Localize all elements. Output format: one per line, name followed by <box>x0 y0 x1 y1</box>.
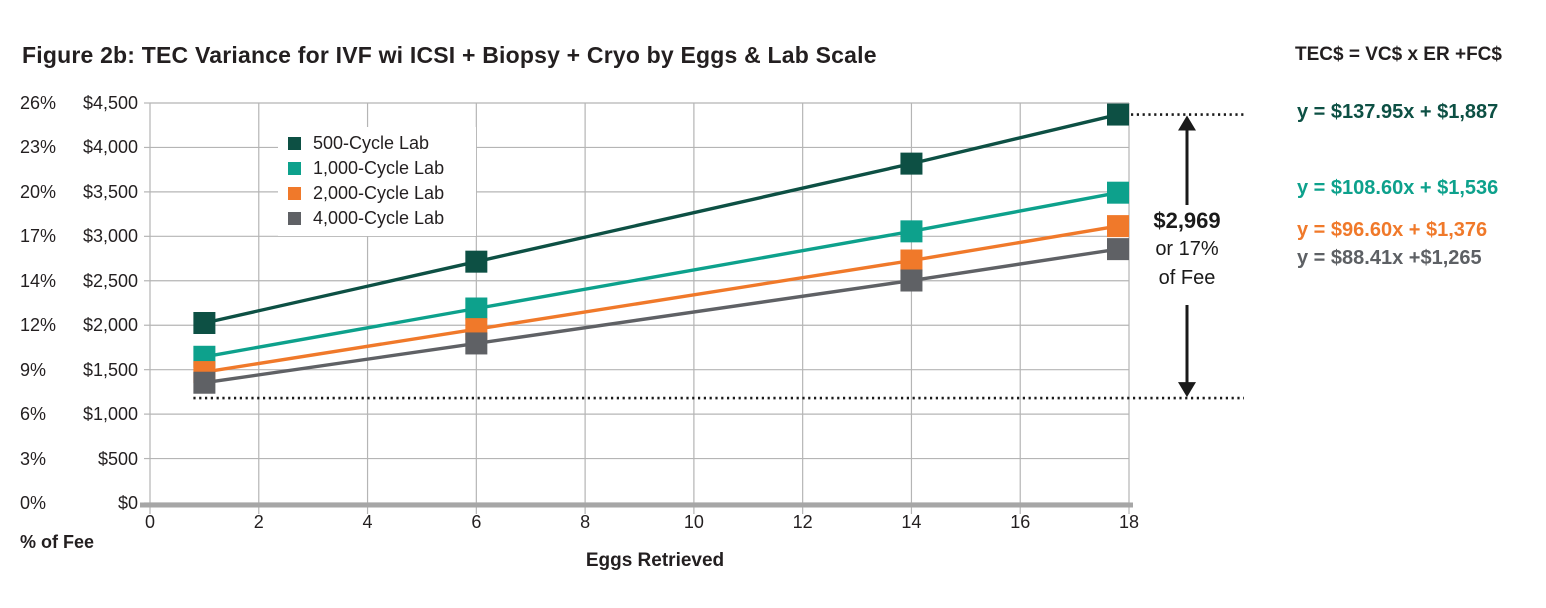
y-axis-tick-row: 3% $500 <box>0 448 140 470</box>
variance-amount: $2,969 <box>1153 208 1221 233</box>
tec-formula: TEC$ = VC$ x ER +FC$ <box>1295 44 1502 65</box>
equation-4000-cycle: y = $88.41x +$1,265 <box>1297 247 1482 269</box>
usd-tick-label: $500 <box>97 448 138 469</box>
y-axis-tick-row: 9% $1,500 <box>0 359 140 381</box>
usd-tick-label: $2,500 <box>82 270 138 291</box>
legend-item-500-cycle: 500-Cycle Lab <box>288 131 476 155</box>
y-axis-tick-row: 12% $2,000 <box>0 314 140 336</box>
usd-tick-label: $3,500 <box>82 181 138 202</box>
y-axis-tick-row: 23% $4,000 <box>0 136 140 158</box>
pct-tick-label: 14% <box>20 270 57 291</box>
usd-tick-label: $2,000 <box>82 315 138 336</box>
usd-tick-label: $1,000 <box>82 404 138 425</box>
pct-tick-label: 9% <box>20 359 47 380</box>
pct-tick-label: 0% <box>20 493 47 513</box>
variance-pct: or 17% <box>1155 238 1219 260</box>
pct-tick-label: 6% <box>20 404 47 425</box>
legend-label: 1,000-Cycle Lab <box>313 157 445 178</box>
legend-swatch-icon <box>288 161 301 175</box>
figure-title: Figure 2b: TEC Variance for IVF wi ICSI … <box>22 42 877 68</box>
x-axis-title: Eggs Retrieved <box>585 550 725 571</box>
legend-swatch-icon <box>288 211 301 225</box>
usd-tick-label: $0 <box>117 493 138 513</box>
legend-item-4000-cycle: 4,000-Cycle Lab <box>288 206 476 230</box>
x-tick-label: 6 <box>471 512 482 532</box>
pct-tick-label: 20% <box>20 181 57 202</box>
pct-tick-label: 3% <box>20 448 47 469</box>
y-axis-tick-row: 6% $1,000 <box>0 403 140 425</box>
x-tick-label: 18 <box>1118 512 1140 532</box>
x-tick-label: 0 <box>144 512 155 532</box>
usd-tick-label: $1,500 <box>82 359 138 380</box>
x-tick-label: 4 <box>362 512 373 532</box>
legend-swatch-icon <box>288 136 301 150</box>
legend-item-2000-cycle: 2,000-Cycle Lab <box>288 181 476 205</box>
pct-tick-label: 26% <box>20 93 57 113</box>
y-axis-tick-row: 0% $0 <box>0 492 140 514</box>
x-tick-label: 8 <box>580 512 591 532</box>
equation-1000-cycle: y = $108.60x + $1,536 <box>1297 177 1499 199</box>
x-tick-label: 2 <box>253 512 264 532</box>
y-axis-tick-row: 17% $3,000 <box>0 225 140 247</box>
legend-label: 500-Cycle Lab <box>313 132 430 153</box>
variance-caption: of Fee <box>1158 267 1216 289</box>
y-axis-tick-row: 26% $4,500 <box>0 92 140 114</box>
pct-tick-label: 17% <box>20 226 57 247</box>
usd-tick-label: $4,500 <box>82 93 138 113</box>
pct-tick-label: 12% <box>20 315 57 336</box>
pct-axis-title: % of Fee <box>20 532 95 552</box>
usd-tick-label: $3,000 <box>82 226 138 247</box>
legend-swatch-icon <box>288 186 301 200</box>
legend-item-1000-cycle: 1,000-Cycle Lab <box>288 156 476 180</box>
equation-500-cycle: y = $137.95x + $1,887 <box>1297 101 1499 123</box>
pct-tick-label: 23% <box>20 137 57 158</box>
variance-annotation: $2,969 or 17% of Fee <box>1128 207 1246 293</box>
legend-label: 2,000-Cycle Lab <box>313 182 445 203</box>
x-tick-label: 12 <box>792 512 813 532</box>
x-tick-label: 10 <box>683 512 704 532</box>
x-tick-label: 16 <box>1010 512 1031 532</box>
x-tick-label: 14 <box>901 512 922 532</box>
chart-legend: 500-Cycle Lab 1,000-Cycle Lab 2,000-Cycl… <box>278 127 476 236</box>
equation-2000-cycle: y = $96.60x + $1,376 <box>1297 219 1488 241</box>
usd-tick-label: $4,000 <box>82 137 138 158</box>
legend-label: 4,000-Cycle Lab <box>313 207 445 228</box>
y-axis-tick-row: 14% $2,500 <box>0 270 140 292</box>
y-axis-tick-row: 20% $3,500 <box>0 181 140 203</box>
